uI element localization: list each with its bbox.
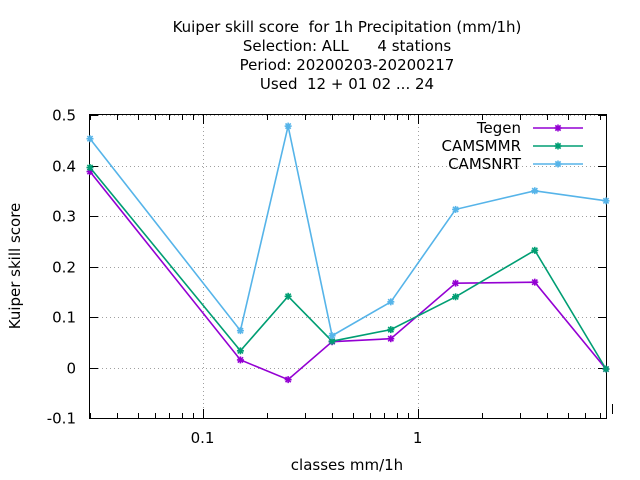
grid [90,115,606,419]
data-point [452,205,460,213]
legend-item-tegen: Tegen [476,119,583,137]
legend-label: CAMSNRT [448,155,522,173]
data-point [531,246,539,254]
y-tick-label: 0.2 [52,259,76,277]
title-line: Used 12 + 01 02 ... 24 [260,75,434,93]
series-line [89,166,607,370]
legend-item-camsnrt: CAMSNRT [448,155,583,173]
axis-ticks: -0.1 0 0.1 0.2 0.3 0.4 0.5 0.1 1 [47,107,613,447]
y-tick-label: -0.1 [47,410,76,428]
y-tick-label: 0.3 [52,208,76,226]
x-tick-label: 1 [413,429,423,447]
legend-marker [554,142,562,150]
data-point [328,337,336,345]
title-line: Kuiper skill score for 1h Precipitation … [173,18,522,36]
data-point [86,164,94,172]
series [86,122,610,384]
y-tick-label: 0.5 [52,107,76,125]
y-tick-label: 0.1 [52,309,76,327]
series-line [89,171,607,381]
data-point [602,365,610,373]
legend-label: Tegen [476,119,521,137]
data-point [452,293,460,301]
data-point [236,356,244,364]
y-axis-label: Kuiper skill score [6,203,24,330]
legend-label: CAMSMMR [441,137,521,155]
y-tick-label: 0.4 [52,158,76,176]
x-axis-label: classes mm/1h [291,456,403,474]
data-point [452,279,460,287]
y-tick-label: 0 [66,360,76,378]
data-point [236,327,244,335]
data-point [387,298,395,306]
data-point [531,278,539,286]
series-camsmmr [86,164,610,373]
chart-title: Kuiper skill score for 1h Precipitation … [173,18,522,93]
data-point [387,326,395,334]
data-point [284,122,292,130]
data-point [236,347,244,355]
data-point [328,332,336,340]
data-point [602,197,610,205]
series-line [89,125,607,337]
data-point [284,376,292,384]
series-tegen [86,168,610,384]
plot-border [89,114,607,419]
x-tick-label: 0.1 [191,429,215,447]
title-line: Period: 20200203-20200217 [240,56,455,74]
legend-item-camsmmr: CAMSMMR [441,137,583,155]
title-line: Selection: ALL 4 stations [243,37,451,55]
data-point [387,335,395,343]
data-point [86,135,94,143]
legend-marker [554,124,562,132]
data-point [284,292,292,300]
series-camsnrt [86,122,610,340]
data-point [531,187,539,195]
legend-marker [554,160,562,168]
